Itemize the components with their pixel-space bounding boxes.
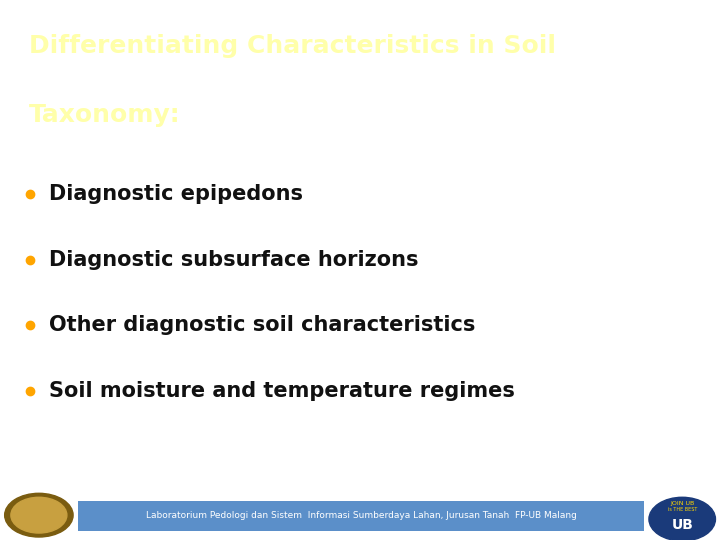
Text: Taxonomy:: Taxonomy: bbox=[29, 104, 181, 127]
Text: Laboratorium Pedologi dan Sistem  Informasi Sumberdaya Lahan, Jurusan Tanah  FP-: Laboratorium Pedologi dan Sistem Informa… bbox=[145, 511, 577, 519]
Text: Differentiating Characteristics in Soil: Differentiating Characteristics in Soil bbox=[29, 34, 556, 58]
Text: Soil moisture and temperature regimes: Soil moisture and temperature regimes bbox=[49, 381, 515, 401]
Text: is THE BEST: is THE BEST bbox=[667, 507, 697, 512]
Text: Diagnostic subsurface horizons: Diagnostic subsurface horizons bbox=[49, 250, 418, 270]
Text: Other diagnostic soil characteristics: Other diagnostic soil characteristics bbox=[49, 315, 475, 335]
Text: Diagnostic epipedons: Diagnostic epipedons bbox=[49, 184, 303, 204]
Text: JOIN UB: JOIN UB bbox=[670, 501, 694, 506]
Circle shape bbox=[649, 497, 716, 540]
Text: UB: UB bbox=[671, 518, 693, 532]
FancyBboxPatch shape bbox=[78, 501, 644, 531]
Circle shape bbox=[4, 494, 73, 537]
Circle shape bbox=[11, 497, 67, 533]
